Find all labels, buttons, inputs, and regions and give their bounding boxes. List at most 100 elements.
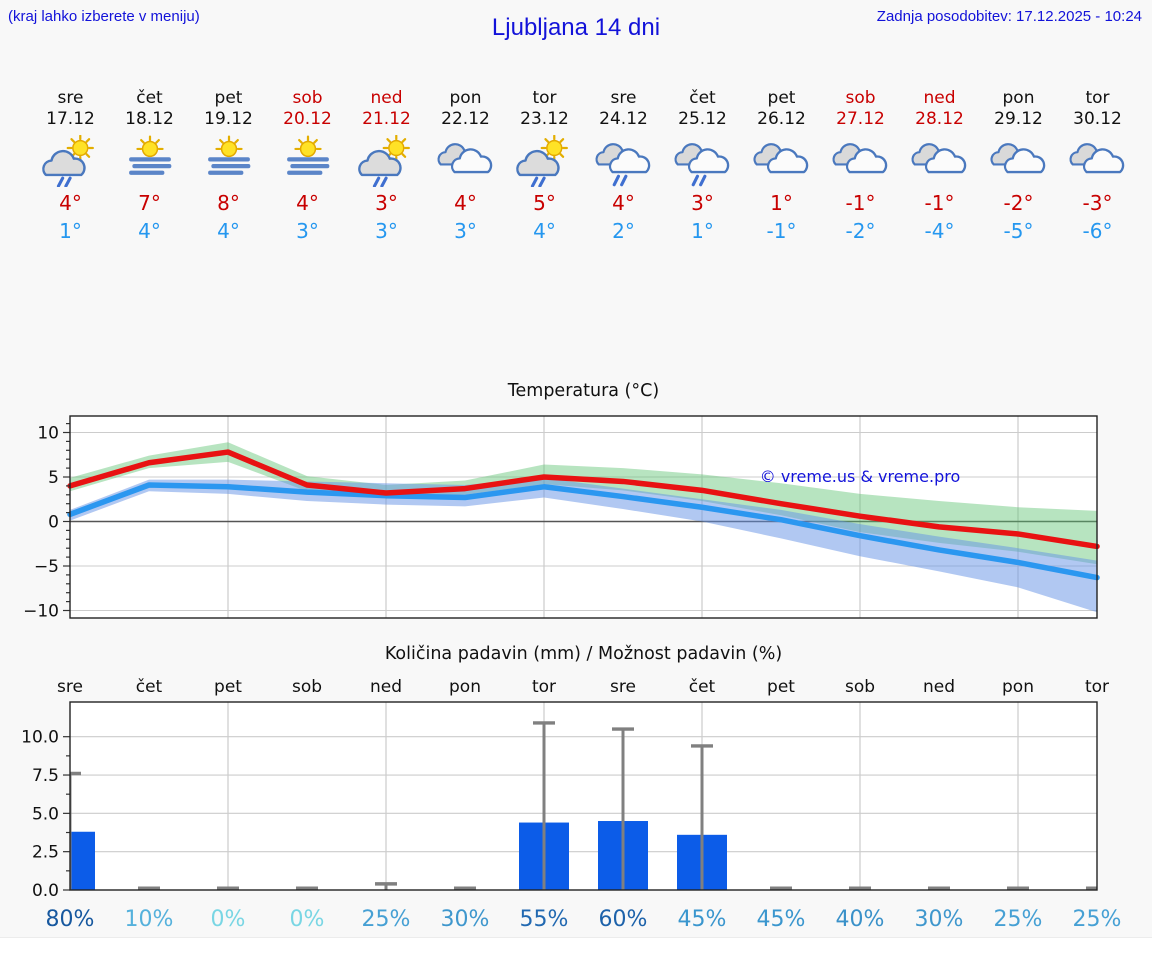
precip-day-label: pon [1002,677,1034,697]
temperature-chart-canvas: 10 5 0 −5 −10 [23,415,1100,622]
precip-probability: 40% [836,907,885,932]
precip-probability: 25% [362,907,411,932]
day-name: pon [449,88,482,108]
precip-day-label: ned [923,677,955,697]
day-date: 27.12 [836,109,885,130]
forecast-day-30.12: tor 30.12 -3° -6° [1058,88,1137,245]
high-temp: 5° [533,190,556,215]
sun-cloud-rain-icon [41,134,94,187]
low-temp: -2° [845,218,876,243]
temp-ytick: 5 [48,468,59,488]
precip-day-label: sre [610,677,636,697]
day-date: 19.12 [204,109,253,130]
precip-ytick: 7.5 [32,766,59,786]
day-date: 28.12 [915,109,964,130]
day-name: sre [610,88,637,108]
fog-sun-icon [127,135,172,176]
precip-probability: 0% [290,907,325,932]
cloudy-icon [989,142,1045,173]
precip-day-label: sob [292,677,322,697]
high-temp: 7° [138,190,161,215]
low-temp: 4° [217,218,240,243]
precip-probability: 30% [915,907,964,932]
cloudy-rain-icon [673,135,733,187]
precip-day-label: pet [767,677,795,697]
forecast-day-18.12: čet 18.12 7° 4° [110,88,189,245]
high-temp: 1° [770,190,793,215]
precip-whisker [1086,886,1097,890]
day-name: čet [689,88,716,108]
day-name: čet [136,88,163,108]
day-name: pet [214,88,243,108]
cloudy-icon [436,142,492,173]
footer-strip [0,937,1152,975]
menu-hint: (kraj lahko izberete v meniju) [8,8,200,25]
forecast-day-17.12: sre 17.12 4° 1° [31,88,110,245]
max-temperature-line [67,449,1100,550]
precip-day-label: čet [689,677,716,697]
sun-cloud-rain-icon [515,134,568,187]
day-date: 17.12 [46,109,95,130]
low-temp: -6° [1082,218,1113,243]
precip-day-label: sob [845,677,875,697]
min-temperature-line [67,482,1100,581]
temp-ytick: −5 [34,557,59,577]
low-temp: -4° [924,218,955,243]
precip-day-label: čet [136,677,163,697]
day-name: sob [845,88,876,108]
precip-ytick: 2.5 [32,843,59,863]
low-temp: 4° [533,218,556,243]
temp-ytick: 0 [48,513,59,533]
watermark: © vreme.us & vreme.pro [759,467,961,486]
precip-day-label: pet [214,677,242,697]
precip-probability: 60% [599,907,648,932]
high-temp: 4° [454,190,477,215]
forecast-day-24.12: sre 24.12 4° 2° [584,88,663,245]
forecast-row: sre 17.12 4° 1° čet 18.12 7° 4° pet 19.12 8° 4° sob 2… [31,88,1137,245]
precipitation-chart: Količina padavin (mm) / Možnost padavin … [0,644,1152,938]
day-date: 18.12 [125,109,174,130]
precip-day-label: sre [57,677,83,697]
cloudy-icon [1068,142,1124,173]
temp-ytick: 10 [37,424,59,444]
forecast-day-27.12: sob 27.12 -1° -2° [821,88,900,245]
high-temp: 3° [375,190,398,215]
precip-probability: 0% [211,907,246,932]
forecast-day-25.12: čet 25.12 3° 1° [663,88,742,245]
day-name: ned [370,88,403,108]
high-temp: -3° [1082,190,1113,215]
low-temp: -5° [1003,218,1034,243]
high-temp: -2° [1003,190,1034,215]
precipitation-chart-canvas: sre čet pet sob ned pon tor sre čet pet sob ned pon t… [21,677,1121,932]
precip-probability: 45% [757,907,806,932]
high-temp: 3° [691,190,714,215]
day-date: 25.12 [678,109,727,130]
low-temp: 3° [296,218,319,243]
low-temp: 1° [691,218,714,243]
day-date: 29.12 [994,109,1043,130]
precip-day-label: ned [370,677,402,697]
forecast-day-28.12: ned 28.12 -1° -4° [900,88,979,245]
precip-day-label: pon [449,677,481,697]
low-temp: 3° [454,218,477,243]
precip-whisker [533,721,555,890]
cloudy-icon [752,142,808,173]
precip-probability: 80% [46,907,95,932]
precip-bar [70,831,95,890]
sun-cloud-rain-icon [357,134,410,187]
day-name: pon [1002,88,1035,108]
cloudy-rain-icon [594,135,654,187]
high-temp: 4° [59,190,82,215]
high-temp: 4° [612,190,635,215]
day-name: tor [532,88,557,108]
day-name: sob [292,88,323,108]
forecast-day-21.12: ned 21.12 3° 3° [347,88,426,245]
low-temp: -1° [766,218,797,243]
high-temp: -1° [845,190,876,215]
temperature-chart: Temperatura (°C) © vreme.us & vreme.pro … [0,371,1152,625]
precip-ytick: 0.0 [32,881,59,901]
precip-whisker [691,744,713,890]
day-date: 23.12 [520,109,569,130]
precip-probability: 45% [678,907,727,932]
